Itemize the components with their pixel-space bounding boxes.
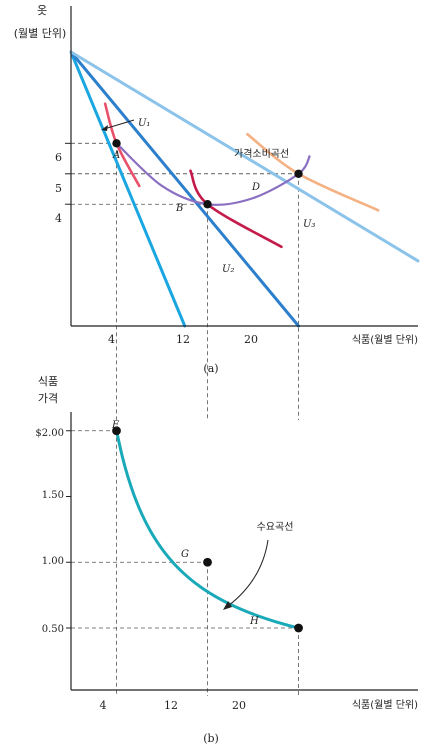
point-e <box>112 426 121 436</box>
panel-a-xtick-20: 20 <box>244 333 258 346</box>
demand-label-arrow <box>227 539 269 607</box>
indifference-curve-u2 <box>189 169 283 249</box>
budget-line-2 <box>69 50 301 328</box>
budget-line-3 <box>69 50 420 263</box>
pcc-label: 가격소비곡선 <box>234 147 289 160</box>
panel-b-ytick-200: $2.00 <box>35 428 64 439</box>
u1-pointer-arrowhead <box>101 125 108 131</box>
panel-b-xlabel: 식품(월별 단위) <box>352 698 418 711</box>
demand-curve-label: 수요곡선 <box>257 521 294 533</box>
panel-b-plot <box>66 412 418 696</box>
point-a-label: A <box>112 150 120 161</box>
panel-b-xtick-20: 20 <box>232 699 246 712</box>
panel-a-label: (a) <box>203 362 218 375</box>
panel-a-xtick-4: 4 <box>108 333 115 346</box>
u2-label: U₂ <box>222 264 234 275</box>
u3-label: U₃ <box>303 219 315 230</box>
panel-b-ylabel-line1: 식품 <box>38 375 58 388</box>
panel-a-ytick-5: 5 <box>55 182 62 195</box>
u1-pointer-arrow <box>103 119 135 130</box>
panel-a-plot <box>65 6 420 420</box>
panel-b-xtick-4: 4 <box>100 699 107 712</box>
panel-b-ytick-100: 1.00 <box>42 556 64 567</box>
point-g <box>203 557 212 567</box>
point-h-label: H <box>249 616 259 627</box>
panel-a-ticks: 6 5 4 4 12 20 <box>55 151 258 346</box>
point-e-label: E <box>111 420 120 431</box>
demand-curve <box>115 429 301 630</box>
panel-a-ylabel-line1: 옷 <box>37 4 47 17</box>
panel-a: 옷 (월별 단위) 6 5 4 4 12 20 식품(월별 단위) (a) U₁… <box>14 4 420 420</box>
point-d <box>294 169 303 178</box>
demand-label-arrowhead <box>223 601 232 610</box>
u1-label: U₁ <box>138 118 150 129</box>
panel-b: 식품 가격 $2.00 1.50 1.00 0.50 4 12 20 식품(월별… <box>35 375 418 745</box>
panel-b-ticks: $2.00 1.50 1.00 0.50 4 12 20 <box>35 428 246 712</box>
panel-a-ylabel-line2: (월별 단위) <box>14 27 67 40</box>
point-h <box>294 623 303 633</box>
point-a <box>112 139 121 148</box>
budget-line-1 <box>69 50 187 328</box>
panel-b-ytick-050: 0.50 <box>42 624 64 635</box>
panel-a-ytick-4: 4 <box>55 212 62 225</box>
panel-b-ylabel-line2: 가격 <box>38 392 58 405</box>
point-b-label: B <box>175 203 183 214</box>
point-g-label: G <box>181 549 189 560</box>
panel-b-label: (b) <box>203 732 219 745</box>
point-d-label: D <box>251 182 260 193</box>
point-b <box>203 200 212 209</box>
panel-b-xtick-12: 12 <box>164 699 178 712</box>
panel-a-xlabel: 식품(월별 단위) <box>352 333 418 346</box>
panel-a-ytick-6: 6 <box>55 151 62 164</box>
panel-b-ytick-150: 1.50 <box>42 490 64 501</box>
panel-a-xtick-12: 12 <box>176 333 190 346</box>
